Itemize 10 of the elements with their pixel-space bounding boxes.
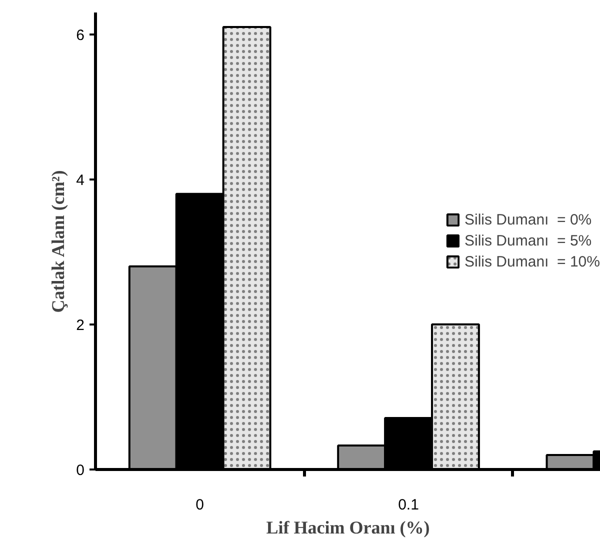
legend-label: Silis Dumanı = 10% [464, 253, 600, 270]
y-tick-label: 0 [76, 462, 84, 479]
y-tick-label: 4 [76, 172, 84, 189]
x-axis-title: Lif Hacim Oranı (%) [266, 518, 430, 538]
y-tick-label: 6 [76, 26, 84, 44]
y-tick-label: 2 [76, 316, 84, 334]
legend-label: Silis Dumanı = 0% [464, 211, 592, 228]
legend-label: Silis Dumanı = 5% [464, 232, 592, 249]
y-axis-title: Çatlak Alanı (cm²) [48, 170, 68, 313]
x-tick-label: 0.1 [398, 496, 419, 514]
